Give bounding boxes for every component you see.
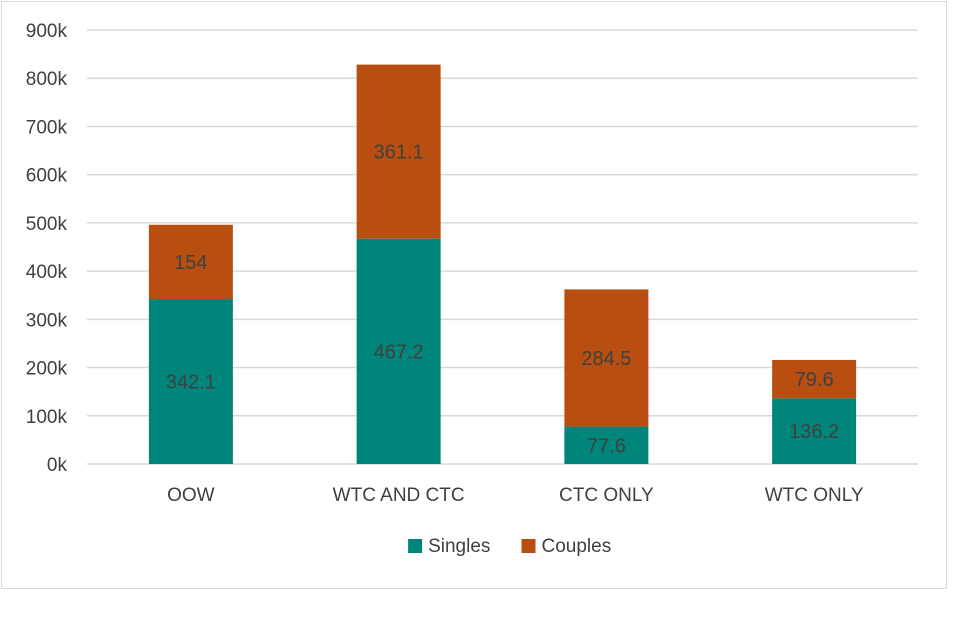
y-tick-label: 600k <box>26 166 68 187</box>
bar-couples <box>148 224 233 300</box>
y-tick-label: 900k <box>26 21 68 42</box>
data-label: 467.2 <box>374 341 424 363</box>
data-label: 284.5 <box>581 348 631 370</box>
data-label: 79.6 <box>795 369 834 391</box>
y-tick-label: 800k <box>26 69 68 90</box>
bar-couples <box>772 359 857 399</box>
y-tick-label: 200k <box>26 359 68 380</box>
y-tick-label: 100k <box>26 407 68 428</box>
legend-label: Couples <box>542 536 612 557</box>
bar-singles <box>564 426 649 464</box>
x-tick-label: OOW <box>167 485 215 506</box>
y-tick-label: 500k <box>26 214 68 235</box>
bar-couples <box>564 289 649 427</box>
x-tick-label: WTC AND CTC <box>333 485 465 506</box>
x-tick-label: CTC ONLY <box>559 485 654 506</box>
y-tick-label: 0k <box>47 455 68 476</box>
x-tick-label: WTC ONLY <box>765 485 864 506</box>
bar-singles <box>772 398 857 464</box>
data-label: 361.1 <box>374 142 424 164</box>
data-label: 136.2 <box>789 421 839 443</box>
y-tick-label: 300k <box>26 310 68 331</box>
legend-label: Singles <box>428 536 490 557</box>
legend-swatch <box>408 539 423 553</box>
data-label: 342.1 <box>166 372 216 394</box>
data-label: 77.6 <box>587 435 626 457</box>
bar-couples <box>356 64 441 239</box>
bar-singles <box>148 299 233 464</box>
bar-singles <box>356 238 441 464</box>
data-label: 154 <box>174 252 207 274</box>
y-tick-label: 400k <box>26 262 68 283</box>
legend-swatch <box>521 539 536 553</box>
y-tick-label: 700k <box>26 117 68 138</box>
